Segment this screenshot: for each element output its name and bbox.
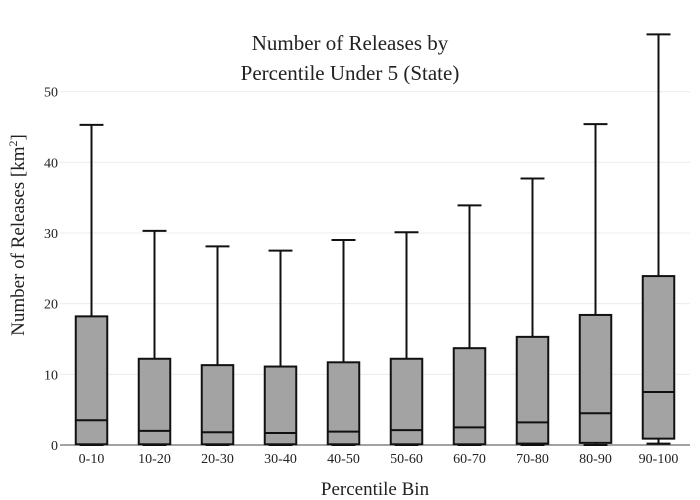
x-axis-title: Percentile Bin [321,479,430,500]
box-body [200,364,235,446]
y-tick-label-20: 20 [44,298,58,313]
y-tick-label-0: 0 [51,439,58,454]
y-tick-label-40: 40 [44,156,58,171]
box-70-80 [515,177,550,446]
box-10-20 [137,229,172,446]
box-90-100 [641,33,676,445]
y-tick-label-30: 30 [44,227,58,242]
box-50-60 [389,231,424,446]
y-axis-title-superscript: 2 [6,140,20,146]
box-body [578,313,613,444]
box-body [263,365,298,446]
x-tick-label-80-90: 80-90 [579,452,612,467]
x-tick-label-70-80: 70-80 [516,452,549,467]
y-axis-title-main: Number of Releases [km [8,146,29,336]
y-tick-label-10: 10 [44,368,58,383]
box-body [389,357,424,446]
x-tick-label-20-30: 20-30 [201,452,234,467]
box-0-10 [74,123,109,446]
x-tick-label-50-60: 50-60 [390,452,423,467]
chart-title-line-2: Percentile Under 5 (State) [241,61,460,85]
y-tick-label-50: 50 [44,86,58,101]
y-axis-title-end: ] [8,134,29,140]
x-tick-label-30-40: 30-40 [264,452,297,467]
tick-layer: 0 10 20 30 40 50 0-10 10-20 20-30 30-40 40-50 50-60… [44,86,678,467]
box-20-30 [200,245,235,446]
x-tick-label-10-20: 10-20 [138,452,171,467]
box-30-40 [263,249,298,446]
box-40-50 [326,239,361,446]
y-axis-title: Number of Releases [km2] [6,134,29,336]
box-body [515,335,550,445]
x-tick-label-90-100: 90-100 [639,452,679,467]
x-tick-label-0-10: 0-10 [79,452,105,467]
box-body [641,275,676,440]
box-60-70 [452,204,487,446]
box-body [74,315,109,446]
x-tick-label-40-50: 40-50 [327,452,360,467]
chart-title-line-1: Number of Releases by [252,31,449,55]
x-tick-label-60-70: 60-70 [453,452,486,467]
box-80-90 [578,123,613,446]
box-body [452,347,487,446]
box-layer [74,33,676,446]
